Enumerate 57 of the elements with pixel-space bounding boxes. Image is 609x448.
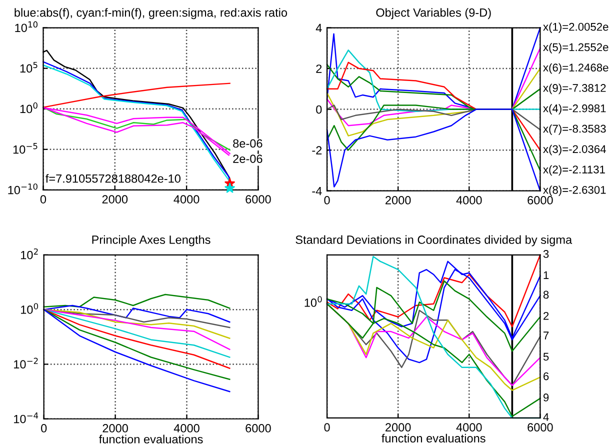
- x-tick-label: 4000: [174, 424, 200, 432]
- y-tick-label: 4: [316, 24, 322, 32]
- y-tick-label: 10$^{0}$: [21, 303, 38, 314]
- y-tick-label: 10$^{−2}$: [14, 358, 38, 369]
- x-tick-label: 2000: [102, 424, 128, 432]
- series-label: x(9)=-7.3812: [543, 84, 606, 94]
- series-label: 3: [543, 250, 549, 258]
- series-label: 6: [544, 372, 549, 380]
- y-tick-label: -4: [312, 187, 322, 196]
- y-tick-label: 2: [316, 64, 322, 73]
- series-label: x(6)=1.2468e: [543, 63, 608, 74]
- series-label: x(3)=-2.0364: [543, 144, 606, 156]
- x-tick-label: 4000: [456, 423, 482, 432]
- x-tick-label: 0: [40, 195, 46, 204]
- x-axis-title: function evaluations: [99, 434, 203, 444]
- y-tick-label: 10$^{10}$: [15, 21, 38, 32]
- y-tick-label: 0: [316, 105, 322, 114]
- annotation: 8e-06: [233, 139, 262, 148]
- x-tick-label: 4000: [456, 196, 482, 204]
- chart-title: blue:abs(f), cyan:f-min(f), green:sigma, red:axis ratio: [14, 8, 288, 20]
- x-tick-label: 0: [324, 423, 330, 432]
- x-tick-label: 2000: [102, 195, 128, 204]
- series-label: x(4)=-2.9981: [543, 104, 606, 114]
- x-tick-label: 2000: [386, 196, 411, 204]
- x-tick-label: 6000: [528, 196, 553, 204]
- y-tick-label: 10$^{2}$: [21, 248, 38, 260]
- series-label: 9: [543, 394, 549, 402]
- series-label: 1: [544, 271, 549, 279]
- chart-title: Standard Deviations in Coordinates divided by sigma: [296, 235, 572, 246]
- series-label: 4: [543, 413, 549, 421]
- y-tick-label: 10$^{5}$: [20, 62, 38, 73]
- annotation: f=7.91055728188042e-10: [46, 174, 180, 183]
- x-tick-label: 4000: [174, 195, 200, 204]
- x-tick-label: 6000: [246, 195, 271, 204]
- y-tick-label: 10$^{0}$: [20, 102, 38, 114]
- x-tick-label: 6000: [528, 423, 553, 432]
- series-label: x(8)=-2.6301: [543, 186, 606, 196]
- series-label: x(1)=2.0052e: [543, 22, 608, 33]
- annotation: 2e-06: [233, 154, 262, 163]
- series-label: x(2)=-2.1131: [543, 165, 605, 176]
- y-tick-label: 10$^{−5}$: [13, 143, 38, 154]
- x-tick-label: 2000: [386, 423, 411, 432]
- series-label: 5: [543, 352, 549, 361]
- x-tick-label: 6000: [246, 424, 271, 432]
- y-tick-label: -2: [312, 146, 322, 154]
- series-label: 8: [543, 290, 549, 299]
- x-tick-label: 0: [324, 196, 330, 204]
- y-tick-label: 10$^{−10}$: [8, 183, 38, 194]
- series-label: 2: [544, 312, 549, 320]
- y-tick-label: 10$^{−4}$: [14, 412, 38, 424]
- x-axis-title: function evaluations: [382, 434, 486, 443]
- chart-title: Object Variables (9-D): [376, 8, 491, 20]
- x-tick-label: 0: [41, 424, 47, 432]
- series-label: x(7)=-8.3583: [543, 124, 606, 135]
- chart-title: Principle Axes Lengths: [92, 235, 210, 246]
- series-label: x(5)=1.2552e: [543, 42, 608, 54]
- series-label: 7: [544, 332, 549, 340]
